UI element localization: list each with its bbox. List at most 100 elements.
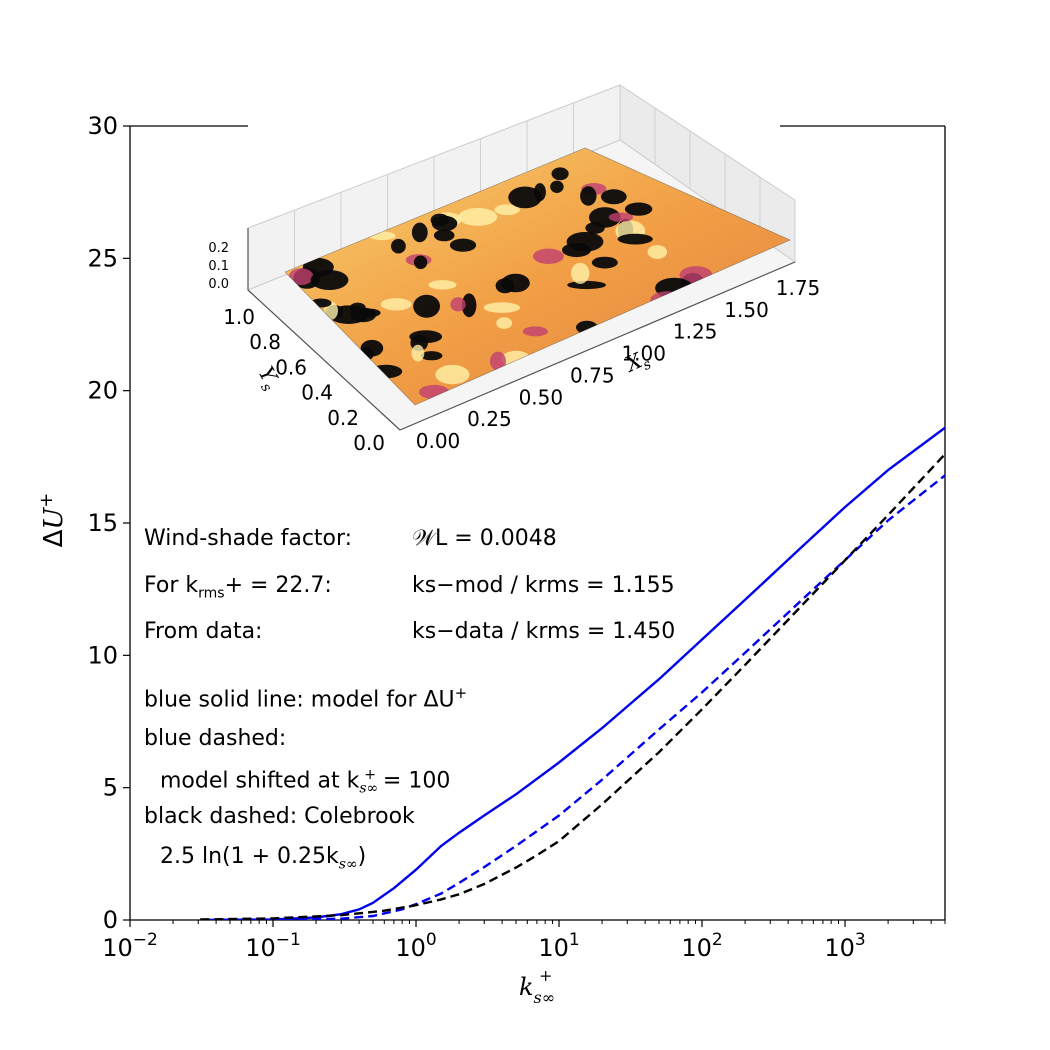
inset-surface-patch xyxy=(411,344,425,362)
y-tick-label: 15 xyxy=(87,509,118,537)
inset-y-axis xyxy=(247,289,401,431)
inset-y-tick-label: 0.4 xyxy=(301,381,333,405)
inset-surface-patch xyxy=(449,238,477,252)
inset-surface-patch xyxy=(431,215,458,232)
inset-surface-patch xyxy=(435,364,470,385)
inset-surface-patch xyxy=(428,280,457,290)
inset-surface-patch xyxy=(591,256,618,269)
inset-surface-patch xyxy=(533,183,546,202)
inset-y-tick-label: 0.0 xyxy=(353,431,385,455)
y-axis-label: ΔU+ xyxy=(36,493,69,548)
inset-surface-patch xyxy=(349,302,366,313)
legend-colebrook-formula: 2.5 ln(1 + 0.25ks∞) xyxy=(160,844,367,873)
inset-surface-patch xyxy=(496,317,513,329)
inset-surface-patch xyxy=(494,204,520,216)
inset-surface-patch xyxy=(433,229,455,242)
inset-surface-patch xyxy=(550,180,564,193)
surface-inset: 0.000.250.500.751.001.251.501.750.00.20.… xyxy=(208,84,821,455)
legend-blue-solid: blue solid line: model for ΔU+ xyxy=(144,684,468,713)
legend-shift-eq: = 100 xyxy=(375,768,451,794)
series-line-3 xyxy=(200,453,945,920)
annotation-ks-mod: ks−mod / krms = 1.155 xyxy=(412,575,675,597)
inset-surface-patch xyxy=(380,298,412,311)
inset-surface-patch xyxy=(483,302,521,313)
legend-shift-text: model shifted at k xyxy=(160,768,360,794)
inset-surface-patch xyxy=(589,207,621,228)
inset-surface-patch xyxy=(461,293,477,318)
ks-mod-value: ks−mod / krms = 1.155 xyxy=(412,573,675,598)
inset-surface-patch xyxy=(600,189,627,205)
inset-surface-patch xyxy=(409,330,443,344)
legend-blue-dashed: blue dashed: xyxy=(144,728,286,750)
inset-surface-patch xyxy=(411,222,428,243)
inset-z-tick-label: 0.2 xyxy=(208,241,229,256)
inset-z-tick-label: 0.0 xyxy=(208,277,229,292)
inset-y-tick-label: 0.2 xyxy=(327,406,359,430)
x-tick-label: 10−2 xyxy=(102,930,158,962)
annotation-krms: For krms+ = 22.7: xyxy=(144,573,332,602)
x-tick-label: 103 xyxy=(824,930,865,962)
x-tick-label: 101 xyxy=(538,930,579,962)
y-tick-label: 5 xyxy=(103,774,118,802)
inset-x-tick-label: 1.25 xyxy=(673,320,718,344)
inset-surface-patch xyxy=(647,245,668,259)
wind-shade-value: 𝒲L = 0.0048 xyxy=(412,526,557,551)
x-axis-label: ks∞+ xyxy=(519,966,555,1007)
inset-x-tick-label: 1.00 xyxy=(621,342,666,366)
inset-y-tick-label: 0.8 xyxy=(249,330,281,354)
inset-surface-patch xyxy=(413,294,440,318)
from-data-label: From data: xyxy=(144,619,263,644)
inset-surface-patch xyxy=(522,326,548,337)
legend-colebrook-text: 2.5 ln(1 + 0.25k xyxy=(160,844,339,869)
inset-surface-patch xyxy=(624,202,653,216)
inset-surface-patch xyxy=(571,262,590,284)
inset-surface-patch xyxy=(617,233,653,245)
krms-label-prefix: For k xyxy=(144,573,199,598)
inset-surface-patch xyxy=(567,280,606,290)
x-tick-label: 100 xyxy=(395,930,436,962)
inset-surface-edge xyxy=(284,147,791,406)
inset-surface-patch xyxy=(580,186,597,206)
inset-x-tick-label: 0.50 xyxy=(519,385,564,409)
series-line-1 xyxy=(200,426,945,920)
inset-surface-patch xyxy=(508,186,542,209)
x-tick-label: 10−1 xyxy=(245,930,301,962)
inset-surface-patch xyxy=(420,351,443,361)
inset-surface-patch xyxy=(450,297,466,312)
y-tick-label: 0 xyxy=(103,906,118,934)
annotation-from-data: From data: xyxy=(144,621,262,643)
y-tick-label: 10 xyxy=(87,641,118,669)
y-tick-label: 20 xyxy=(87,377,118,405)
inset-z-tick-label: 0.1 xyxy=(208,259,229,274)
annotation-ks-data: ks−data / krms = 1.450 xyxy=(412,621,675,643)
inset-surface-patch xyxy=(562,242,591,258)
inset-surface-patch xyxy=(608,212,634,222)
inset-x-tick-label: 0.00 xyxy=(416,429,461,453)
inset-surface-patch xyxy=(391,238,406,254)
inset-surface-patch xyxy=(413,255,428,270)
legend-blue-solid-text: blue solid line: model for ΔU xyxy=(144,687,455,713)
legend-black-dashed-text: black dashed: Colebrook xyxy=(144,804,415,829)
inset-surface-patch xyxy=(288,268,314,285)
annotation-wind-shade-value: 𝒲L = 0.0048 xyxy=(412,528,557,550)
ks-data-value: ks−data / krms = 1.450 xyxy=(412,619,676,644)
legend-blue-dashed-detail: model shifted at ks∞+ = 100 xyxy=(160,767,451,797)
series-line-2 xyxy=(200,474,945,920)
series-group xyxy=(200,426,945,920)
inset-surface-patch xyxy=(490,351,506,371)
krms-label-sub: rms xyxy=(198,585,225,602)
legend-black-dashed: black dashed: Colebrook xyxy=(144,806,415,828)
inset-surface-patch xyxy=(458,208,498,226)
inset-surface-patch xyxy=(501,273,530,293)
x-tick-label: 102 xyxy=(681,930,722,962)
plot-axes: 0 5 10 15 20 25 30 10−2 10−1 100 101 102 103 ks∞+ ΔU+ xyxy=(36,112,946,1007)
inset-y-tick-label: 0.6 xyxy=(275,355,307,379)
inset-x-tick-label: 1.50 xyxy=(724,298,769,322)
annotation-wind-shade: Wind-shade factor: xyxy=(144,528,352,550)
inset-x-tick-label: 0.25 xyxy=(467,407,512,431)
y-tick-label: 25 xyxy=(87,244,118,272)
krms-label-suffix: + = 22.7: xyxy=(224,573,332,598)
inset-x-tick-label: 1.75 xyxy=(776,276,821,300)
inset-y-tick-label: 1.0 xyxy=(223,305,255,329)
